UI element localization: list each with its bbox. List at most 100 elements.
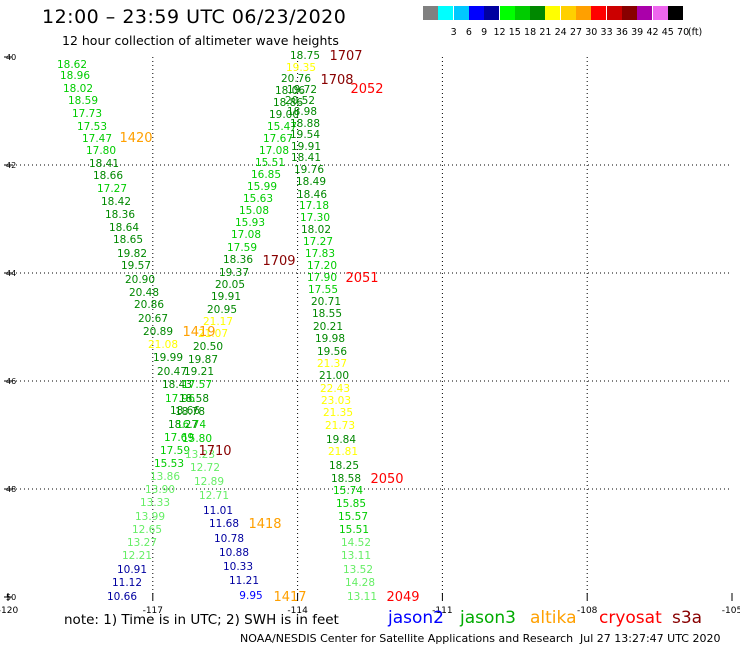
legend-swatch xyxy=(652,6,668,20)
satellite-s3a: s3a xyxy=(672,608,703,628)
pass-time-label: 1710 xyxy=(198,444,231,459)
wave-height-value: 21.07 xyxy=(198,328,228,340)
wave-height-value: 10.66 xyxy=(107,591,137,603)
wave-height-value: 19.76 xyxy=(294,164,324,176)
wave-height-value: 17.53 xyxy=(77,121,107,133)
legend-swatch xyxy=(484,6,500,20)
wave-height-value: 17.59 xyxy=(160,445,190,457)
wave-height-value: 11.01 xyxy=(203,505,233,517)
legend-swatch xyxy=(514,6,530,20)
x-tick-label: -108 xyxy=(577,606,598,616)
wave-height-value: 17.08 xyxy=(259,145,289,157)
wave-height-value: 18.41 xyxy=(89,158,119,170)
generated-timestamp: Jul 27 13:27:47 UTC 2020 xyxy=(580,632,721,645)
wave-height-value: 17.30 xyxy=(300,212,330,224)
wave-height-value: 17.20 xyxy=(307,260,337,272)
pass-time-label: 1707 xyxy=(329,49,362,64)
legend-swatch xyxy=(499,6,515,20)
wave-height-value: 21.35 xyxy=(323,407,353,419)
wave-height-value: 19.37 xyxy=(219,267,249,279)
wave-height-value: 18.06 xyxy=(275,85,305,97)
legend-label: 18 xyxy=(524,27,537,38)
legend-label: 39 xyxy=(631,27,644,38)
wave-height-value: 18.02 xyxy=(63,83,93,95)
wave-height-value: 17.27 xyxy=(303,236,333,248)
wave-height-value: 19.84 xyxy=(326,434,356,446)
legend-swatch xyxy=(591,6,607,20)
wave-height-value: 17.67 xyxy=(263,133,293,145)
legend-label: 45 xyxy=(661,27,674,38)
legend-swatch xyxy=(667,6,683,20)
x-tick-label: -120 xyxy=(0,606,18,616)
wave-height-value: 11.21 xyxy=(229,575,259,587)
wave-height-value: 17.69 xyxy=(164,432,194,444)
wave-height-value: 18.66 xyxy=(170,405,200,417)
wave-height-value: 17.08 xyxy=(231,229,261,241)
satellite-jason3: jason3 xyxy=(460,608,516,628)
y-tick-label: 46 xyxy=(6,377,16,386)
legend-swatch xyxy=(545,6,561,20)
wave-height-value: 19.54 xyxy=(290,129,320,141)
wave-height-value: 17.18 xyxy=(299,200,329,212)
wave-height-value: 15.93 xyxy=(235,217,265,229)
legend-label: 30 xyxy=(585,27,598,38)
legend-swatch xyxy=(576,6,591,20)
wave-height-value: 13.11 xyxy=(341,550,371,562)
legend-swatch xyxy=(621,6,637,20)
wave-height-value: 13.99 xyxy=(135,511,165,523)
wave-height-value: 18.96 xyxy=(60,70,90,82)
legend-swatch xyxy=(637,6,653,20)
legend-label: 33 xyxy=(600,27,613,38)
map-grid xyxy=(8,57,732,597)
wave-height-value: 12.21 xyxy=(122,550,152,562)
wave-height-value: 14.52 xyxy=(341,537,371,549)
pass-time-label: 1417 xyxy=(273,590,306,605)
wave-height-value: 20.05 xyxy=(215,279,245,291)
wave-height-value: 19.57 xyxy=(121,260,151,272)
wave-height-value: 18.78 xyxy=(175,406,205,418)
note-text: note: 1) Time is in UTC; 2) SWH is in fe… xyxy=(64,612,339,628)
legend-label: 36 xyxy=(615,27,628,38)
legend-unit: (ft) xyxy=(687,27,703,38)
wave-height-value: 11.12 xyxy=(112,577,142,589)
wave-height-value: 16.74 xyxy=(176,419,206,431)
wave-height-value: 18.66 xyxy=(93,170,123,182)
wave-height-value: 20.50 xyxy=(193,341,223,353)
wave-height-value: 19.00 xyxy=(269,109,299,121)
x-tick-label: -111 xyxy=(432,606,452,616)
wave-height-value: 18.75 xyxy=(290,50,320,62)
wave-height-value: 13.86 xyxy=(150,471,180,483)
wave-height-value: 21.08 xyxy=(148,339,178,351)
wave-height-value: 17.83 xyxy=(305,248,335,260)
wave-height-value: 17.27 xyxy=(97,183,127,195)
legend-label: 42 xyxy=(646,27,659,38)
pass-time-label: 1708 xyxy=(320,73,353,88)
wave-height-value: 19.91 xyxy=(211,291,241,303)
axis-ticks: -120 -117 -114 -111 -108 -105 40 42 44 46 48 50 xyxy=(0,53,740,616)
wave-height-value: 19.98 xyxy=(315,333,345,345)
legend-label: 9 xyxy=(481,27,488,38)
wave-height-value: 13.23 xyxy=(185,449,215,461)
wave-height-value: 21.17 xyxy=(203,316,233,328)
wave-height-value: 17.55 xyxy=(308,284,338,296)
wave-height-value: 18.86 xyxy=(273,97,303,109)
satellite-jason2: jason2 xyxy=(388,608,444,628)
wave-height-value: 16.85 xyxy=(251,169,281,181)
wave-height-value: 20.95 xyxy=(207,304,237,316)
wave-height-value: 10.91 xyxy=(117,564,147,576)
wave-height-value: 18.02 xyxy=(301,224,331,236)
pass-time-label: 2052 xyxy=(350,82,383,97)
wave-height-value: 18.49 xyxy=(296,176,326,188)
legend-label: 3 xyxy=(450,27,457,38)
wave-height-value: 17.96 xyxy=(165,393,195,405)
credit-text: NOAA/NESDIS Center for Satellite Applica… xyxy=(240,632,574,645)
legend-label: 24 xyxy=(554,27,567,38)
y-tick-label: 48 xyxy=(6,485,16,494)
wave-height-value: 19.99 xyxy=(153,352,183,364)
wave-height-value: 15.57 xyxy=(338,511,368,523)
x-tick-label: -114 xyxy=(287,606,308,616)
wave-height-value: 19.35 xyxy=(286,62,316,74)
wave-height-value: 18.41 xyxy=(291,152,321,164)
wave-height-value: 10.88 xyxy=(219,547,249,559)
